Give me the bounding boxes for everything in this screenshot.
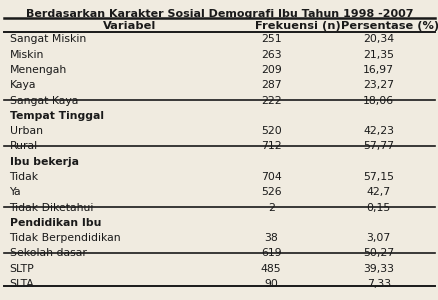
Text: 209: 209 xyxy=(260,65,281,75)
Text: Tidak: Tidak xyxy=(10,172,39,182)
Text: 57,15: 57,15 xyxy=(362,172,393,182)
Text: 712: 712 xyxy=(260,142,281,152)
Text: Sangat Miskin: Sangat Miskin xyxy=(10,34,85,44)
Text: 50,27: 50,27 xyxy=(362,248,393,259)
Text: Tidak Berpendidikan: Tidak Berpendidikan xyxy=(10,233,121,243)
Text: Menengah: Menengah xyxy=(10,65,67,75)
Text: 251: 251 xyxy=(260,34,281,44)
Text: 42,7: 42,7 xyxy=(366,187,390,197)
Text: 0,15: 0,15 xyxy=(366,202,390,213)
Text: 485: 485 xyxy=(260,264,281,274)
Text: Ibu bekerja: Ibu bekerja xyxy=(10,157,78,167)
Text: 21,35: 21,35 xyxy=(362,50,393,60)
Text: Berdasarkan Karakter Sosial Demografi Ibu Tahun 1998 -2007: Berdasarkan Karakter Sosial Demografi Ib… xyxy=(26,10,412,20)
Text: 287: 287 xyxy=(260,80,281,90)
Text: 704: 704 xyxy=(260,172,281,182)
Text: Rural: Rural xyxy=(10,142,38,152)
Text: 18,06: 18,06 xyxy=(362,96,393,106)
Text: 39,33: 39,33 xyxy=(362,264,393,274)
Text: 23,27: 23,27 xyxy=(362,80,393,90)
Text: 619: 619 xyxy=(260,248,281,259)
Text: Sekolah dasar: Sekolah dasar xyxy=(10,248,86,259)
Text: 7,33: 7,33 xyxy=(366,279,390,289)
Text: 526: 526 xyxy=(260,187,281,197)
Text: 222: 222 xyxy=(260,96,281,106)
Text: Frekuensi (n): Frekuensi (n) xyxy=(254,21,340,31)
Text: 90: 90 xyxy=(264,279,277,289)
Text: 3,07: 3,07 xyxy=(366,233,390,243)
Text: Sangat Kaya: Sangat Kaya xyxy=(10,96,78,106)
Text: 38: 38 xyxy=(264,233,277,243)
Text: 520: 520 xyxy=(260,126,281,136)
Text: 263: 263 xyxy=(260,50,281,60)
Text: 2: 2 xyxy=(267,202,274,213)
Text: SLTP: SLTP xyxy=(10,264,34,274)
Text: Urban: Urban xyxy=(10,126,42,136)
Text: 20,34: 20,34 xyxy=(362,34,393,44)
Text: Variabel: Variabel xyxy=(102,21,156,31)
Text: Tidak Diketahui: Tidak Diketahui xyxy=(10,202,94,213)
Text: Ya: Ya xyxy=(10,187,21,197)
Text: Persentase (%): Persentase (%) xyxy=(341,21,438,31)
Text: Kaya: Kaya xyxy=(10,80,36,90)
Text: 57,77: 57,77 xyxy=(362,142,393,152)
Text: 16,97: 16,97 xyxy=(362,65,393,75)
Text: Pendidikan Ibu: Pendidikan Ibu xyxy=(10,218,101,228)
Text: SLTA: SLTA xyxy=(10,279,34,289)
Text: Tempat Tinggal: Tempat Tinggal xyxy=(10,111,103,121)
Text: 42,23: 42,23 xyxy=(362,126,393,136)
Text: Miskin: Miskin xyxy=(10,50,44,60)
